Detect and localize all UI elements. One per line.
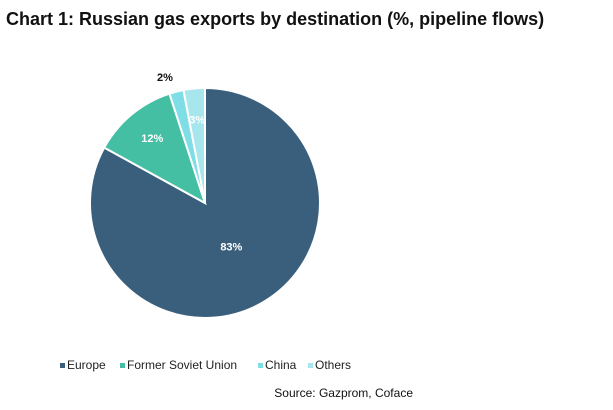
data-label: 2% [157,72,173,84]
legend-swatch [258,363,263,368]
pie-slice [102,92,207,206]
source-note: Source: Gazprom, Coface [274,386,413,400]
legend-label: China [265,358,297,372]
data-label: 83% [220,241,242,253]
data-label: 12% [141,133,163,145]
legend-label: Others [315,358,351,372]
legend-label: Europe [67,358,106,372]
legend-swatch [120,363,125,368]
legend: Europe Former Soviet Union China Others [60,358,351,372]
legend-swatch [308,363,313,368]
legend-label: Former Soviet Union [127,358,237,372]
data-label: 3% [189,114,205,126]
pie: 83% 12% 2% 3% [89,72,321,319]
pie-slice [182,86,206,204]
legend-swatch [60,363,65,368]
chart-title: Chart 1: Russian gas exports by destinat… [6,9,544,29]
